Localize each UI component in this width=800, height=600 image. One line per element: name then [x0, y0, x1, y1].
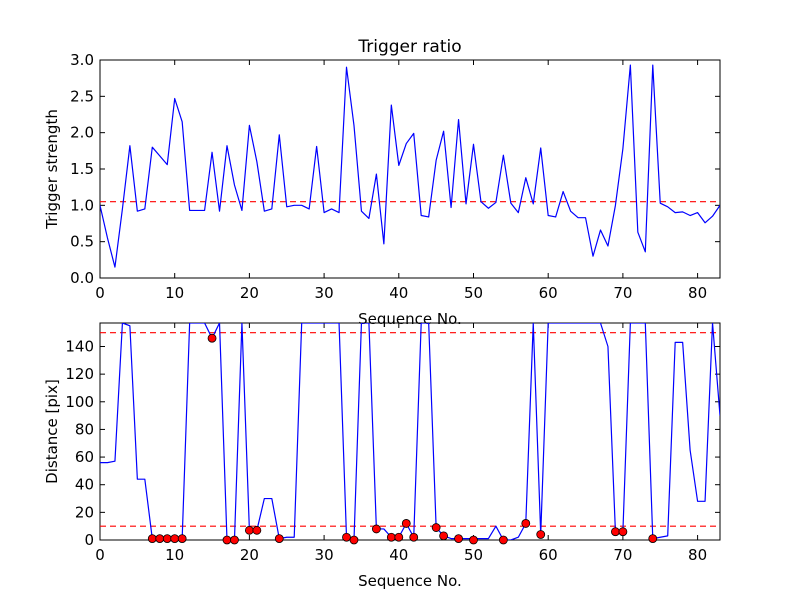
trigger-ratio-panel: Trigger ratio Sequence No. Trigger stren… — [43, 37, 721, 328]
x-tick-label: 50 — [464, 284, 483, 302]
data-marker — [207, 333, 217, 343]
x-tick-label: 70 — [613, 546, 632, 564]
x-tick-label: 20 — [240, 284, 259, 302]
x-axis-label: Sequence No. — [358, 310, 462, 328]
x-tick-label: 80 — [688, 284, 707, 302]
data-marker — [439, 531, 449, 541]
y-tick-label: 40 — [75, 476, 94, 494]
x-tick-label: 30 — [315, 546, 334, 564]
data-marker — [147, 534, 157, 544]
data-marker — [177, 534, 187, 544]
x-tick-label: 0 — [95, 284, 105, 302]
y-tick-label: 100 — [65, 393, 94, 411]
y-tick-label: 0.5 — [70, 233, 94, 251]
y-tick-label: 80 — [75, 420, 94, 438]
distance-panel: Sequence No. Distance [pix] 0 10 20 30 40 50 6… — [43, 322, 721, 590]
data-marker — [611, 527, 620, 537]
axis-ticks: 0 10 20 30 40 50 60 70 80 0 20 40 60 80 100 120 140 — [65, 323, 720, 564]
data-marker — [274, 534, 284, 544]
data-marker — [386, 532, 396, 542]
data-marker — [401, 519, 411, 528]
y-axis-label: Trigger strength — [43, 109, 61, 230]
series-line — [100, 64, 720, 268]
x-tick-label: 10 — [165, 546, 184, 564]
y-tick-label: 1.0 — [70, 196, 94, 214]
plot-frame — [99, 59, 721, 279]
data-marker — [162, 534, 172, 544]
data-marker — [342, 532, 351, 542]
y-tick-label: 2.5 — [70, 87, 94, 105]
data-marker — [454, 534, 463, 544]
y-tick-label: 60 — [75, 448, 94, 466]
y-axis-label: Distance [pix] — [43, 379, 61, 484]
data-marker — [170, 534, 180, 544]
data-marker — [155, 534, 165, 544]
data-marker — [498, 535, 508, 545]
plot-area — [100, 323, 720, 545]
data-marker — [431, 523, 441, 532]
y-tick-label: 20 — [75, 503, 94, 521]
y-tick-label: 3.0 — [70, 51, 94, 69]
x-tick-label: 60 — [539, 284, 558, 302]
chart-title: Trigger ratio — [357, 37, 461, 57]
axis-ticks: 0 10 20 30 40 50 60 70 80 0.0 0.5 1.0 1.5 2.0 2.5 3.0 — [70, 51, 720, 302]
plot-content — [100, 323, 720, 540]
data-marker — [244, 525, 254, 535]
data-marker — [521, 519, 531, 528]
data-marker — [536, 530, 546, 539]
y-tick-label: 1.5 — [70, 160, 94, 178]
y-tick-label: 140 — [65, 337, 94, 355]
plot-area — [100, 64, 720, 268]
plot-content — [100, 64, 720, 268]
x-tick-label: 0 — [95, 546, 105, 564]
data-marker — [618, 527, 628, 537]
plot-frame — [99, 322, 721, 541]
data-marker — [371, 524, 381, 534]
x-tick-label: 40 — [389, 546, 408, 564]
data-marker — [469, 535, 478, 545]
x-tick-label: 50 — [464, 546, 483, 564]
data-marker — [230, 535, 239, 545]
x-tick-label: 60 — [539, 546, 558, 564]
x-tick-label: 70 — [613, 284, 632, 302]
data-marker — [648, 534, 658, 544]
data-marker — [394, 532, 404, 542]
data-marker — [222, 535, 232, 545]
x-tick-label: 40 — [389, 284, 408, 302]
y-tick-label: 0 — [84, 531, 94, 549]
x-tick-label: 30 — [315, 284, 334, 302]
y-tick-label: 0.0 — [70, 269, 94, 287]
y-tick-label: 2.0 — [70, 124, 94, 142]
data-marker — [409, 532, 419, 542]
x-tick-label: 10 — [165, 284, 184, 302]
y-tick-label: 120 — [65, 365, 94, 383]
series-line — [100, 323, 720, 540]
x-tick-label: 80 — [688, 546, 707, 564]
data-marker — [252, 525, 262, 535]
x-tick-label: 20 — [240, 546, 259, 564]
data-marker — [349, 535, 359, 545]
x-axis-label: Sequence No. — [358, 572, 462, 590]
